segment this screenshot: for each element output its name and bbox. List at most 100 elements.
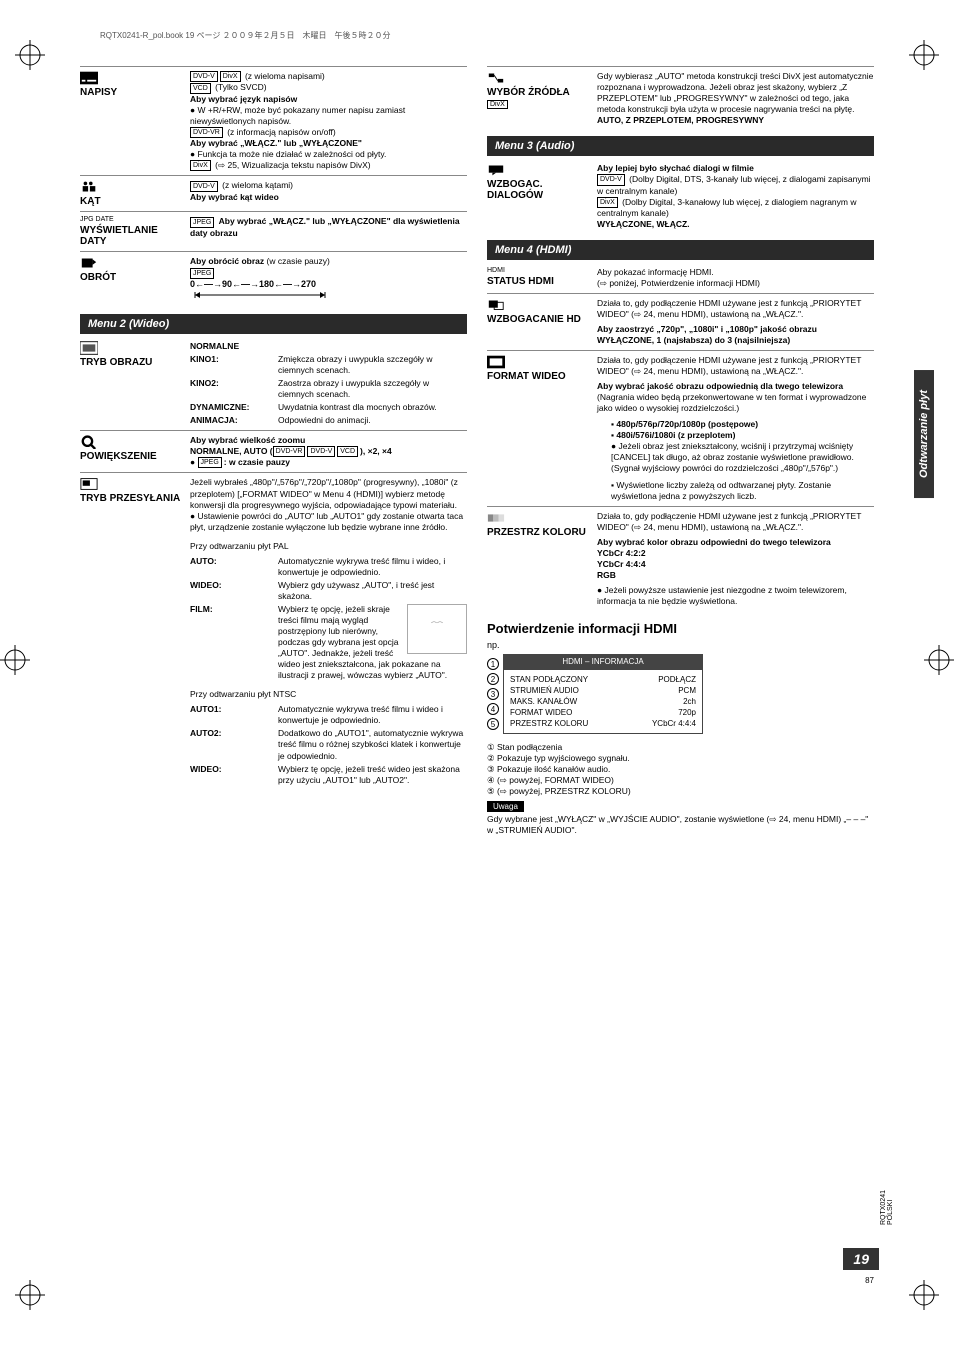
mode-key: KINO1: xyxy=(190,354,270,376)
wybor-zrodla-label: WYBÓR ŹRÓDŁA xyxy=(487,87,589,98)
source-icon xyxy=(487,71,505,85)
hdmi-key: MAKS. KANAŁÓW xyxy=(510,697,577,706)
jpeg-tag: JPEG xyxy=(198,457,222,468)
menu3-header: Menu 3 (Audio) xyxy=(487,136,874,156)
divx-tag: DivX xyxy=(190,160,211,171)
legend-item: ⑤ (⇨ powyżej, PRZESTRZ KOLORU) xyxy=(487,786,874,797)
picture-mode-icon xyxy=(80,341,98,355)
format-wideo-label: FORMAT WIDEO xyxy=(487,371,589,382)
callout-num: 3 xyxy=(487,688,499,700)
hdmi-key: STAN PODŁĄCZONY xyxy=(510,675,588,684)
mode-key: NORMALNE xyxy=(190,341,270,352)
options: AUTO, Z PRZEPLOTEM, PROGRESYWNY xyxy=(597,115,874,126)
paragraph: Jeżeli wybrałeś „480p"/„576p"/„720p"/„10… xyxy=(190,477,467,510)
text: (⇨ poniżej, Potwierdzenie informacji HDM… xyxy=(597,278,874,289)
text: (z wieloma napisami) xyxy=(245,71,325,81)
paragraph: Aby pokazać informację HDMI. xyxy=(597,267,874,278)
pal-header: Przy odtwarzaniu płyt PAL xyxy=(190,541,467,552)
page-side-code: RQTX0241 POLSKI xyxy=(880,1190,894,1225)
mode-val: Automatycznie wykrywa treść filmu i wide… xyxy=(278,556,467,578)
uwaga-badge: Uwaga xyxy=(487,801,524,812)
side-tab: Odtwarzanie płyt xyxy=(914,370,934,498)
options: WYŁĄCZONE, 1 (najsłabsza) do 3 (najsilni… xyxy=(597,335,874,346)
mode-val: ⌒⌒ Wybierz tę opcję, jeżeli skraje treśc… xyxy=(278,604,467,681)
wzbogacanie-hd-label: WZBOGACANIE HD xyxy=(487,314,589,325)
jpeg-tag: JPEG xyxy=(190,217,214,228)
text: NORMALNE, AUTO ( xyxy=(190,446,273,456)
text: (Dolby Digital, DTS, 3-kanały lub więcej… xyxy=(597,174,871,195)
list-item: 480p/576p/720p/1080p (postępowe) xyxy=(616,419,758,429)
options: WYŁĄCZONE, WŁĄCZ. xyxy=(597,219,690,229)
text: : w czasie pauzy xyxy=(224,457,290,467)
mode-val: Zaostrza obrazy i uwypukla szczegóły w c… xyxy=(278,378,467,400)
page-small-number: 87 xyxy=(865,1276,874,1285)
heading: Aby zaostrzyć „720p", „1080i" i „1080p" … xyxy=(597,324,874,335)
list-item: 480i/576i/1080i (z przeplotem) xyxy=(616,430,735,440)
bullet-text: ● W +R/+RW, może być pokazany numer napi… xyxy=(190,105,405,126)
rotate-icon xyxy=(80,256,98,270)
menu4-header: Menu 4 (HDMI) xyxy=(487,240,874,260)
mode-key: WIDEO: xyxy=(190,764,270,786)
paragraph: Działa to, gdy podłączenie HDMI używane … xyxy=(597,298,874,320)
heading: Aby wybrać kąt wideo xyxy=(190,192,279,202)
wzbogac-dialogow-label: WZBOGAC. DIALOGÓW xyxy=(487,179,589,201)
right-column: WYBÓR ŹRÓDŁA DivX Gdy wybierasz „AUTO" m… xyxy=(487,66,874,835)
hdmi-val: 2ch xyxy=(683,697,696,706)
mode-val: Wybierz gdy używasz „AUTO", i treść jest… xyxy=(278,580,467,602)
color-space-icon xyxy=(487,511,505,525)
paragraph: Działa to, gdy podłączenie HDMI używane … xyxy=(597,511,874,533)
napisy-label: NAPISY xyxy=(80,87,182,98)
page-number: 19 xyxy=(843,1248,879,1270)
text: ), ×2, ×4 xyxy=(360,446,392,456)
mode-key: AUTO1: xyxy=(190,704,270,726)
mode-val: Wybierz tę opcję, jeżeli treść wideo jes… xyxy=(278,764,467,786)
tag: DVD-VR xyxy=(273,446,306,457)
bullet-text: ● Funkcja ta może nie działać w zależnoś… xyxy=(190,149,386,159)
callout-num: 1 xyxy=(487,658,499,670)
mode-key: AUTO: xyxy=(190,556,270,578)
callout-num: 4 xyxy=(487,703,499,715)
paragraph: Działa to, gdy podłączenie HDMI używane … xyxy=(597,355,874,377)
dialog-icon xyxy=(487,163,505,177)
tag: VCD xyxy=(337,446,358,457)
hdmi-val: PODŁĄCZ xyxy=(658,675,696,684)
kat-label: KĄT xyxy=(80,196,182,207)
legend-item: ① Stan podłączenia xyxy=(487,742,874,753)
bullet-text: ● Jeżeli powyższe ustawienie jest niezgo… xyxy=(597,585,874,607)
paragraph: Gdy wybierasz „AUTO" metoda konstrukcji … xyxy=(597,71,874,115)
status-hdmi-label: STATUS HDMI xyxy=(487,276,589,287)
obrot-label: OBRÓT xyxy=(80,272,182,283)
menu2-header: Menu 2 (Wideo) xyxy=(80,314,467,334)
heading: Aby wybrać kolor obrazu odpowiedni do tw… xyxy=(597,537,874,548)
video-format-icon xyxy=(487,355,505,369)
mode-val: Uwydatnia kontrast dla mocnych obrazów. xyxy=(278,402,467,413)
hdmi-box-header: HDMI – INFORMACJA xyxy=(503,654,703,669)
mode-key: FILM: xyxy=(190,604,270,681)
zoom-icon xyxy=(80,435,98,449)
callout-num: 2 xyxy=(487,673,499,685)
hdmi-info-title: Potwierdzenie informacji HDMI xyxy=(487,621,874,636)
film-illustration-icon: ⌒⌒ xyxy=(407,604,467,654)
hdmi-key: PRZESTRZ KOLORU xyxy=(510,719,588,728)
left-column: NAPISY DVD-V DivX (z wieloma napisami) VC… xyxy=(80,66,467,835)
bullet-text: ● Ustawienie powróci do „AUTO" lub „AUTO… xyxy=(190,511,467,533)
legend-item: ③ Pokazuje ilość kanałów audio. xyxy=(487,764,874,775)
note-text: Gdy wybrane jest „WYŁĄCZ" w „WYJŚCIE AUD… xyxy=(487,814,874,835)
bullet-text: ● Jeżeli obraz jest zniekształcony, wciś… xyxy=(611,441,874,474)
dvdv-tag: DVD-V xyxy=(190,71,218,82)
divx-tag: DivX xyxy=(487,100,508,109)
rotation-values: 0←—→90←—→180←—→270 xyxy=(190,279,316,289)
tag: DVD-V xyxy=(307,446,335,457)
dvdv-tag: DVD-V xyxy=(597,174,625,185)
text: (Dolby Digital, 3-kanałowy lub więcej, z… xyxy=(597,197,856,218)
legend-item: ② Pokazuje typ wyjściowego sygnału. xyxy=(487,753,874,764)
np-label: np. xyxy=(487,640,874,650)
mode-key: DYNAMICZNE: xyxy=(190,402,270,413)
callout-num: 5 xyxy=(487,718,499,730)
heading: Aby obrócić obraz xyxy=(190,256,264,266)
mode-val: Odpowiedni do animacji. xyxy=(278,415,467,426)
heading: Aby wybrać „WŁĄCZ." lub „WYŁĄCZONE" dla … xyxy=(190,216,460,237)
tryb-przesylania-label: TRYB PRZESYŁANIA xyxy=(80,493,182,504)
vcd-tag: VCD xyxy=(190,83,211,94)
angle-icon xyxy=(80,180,98,194)
